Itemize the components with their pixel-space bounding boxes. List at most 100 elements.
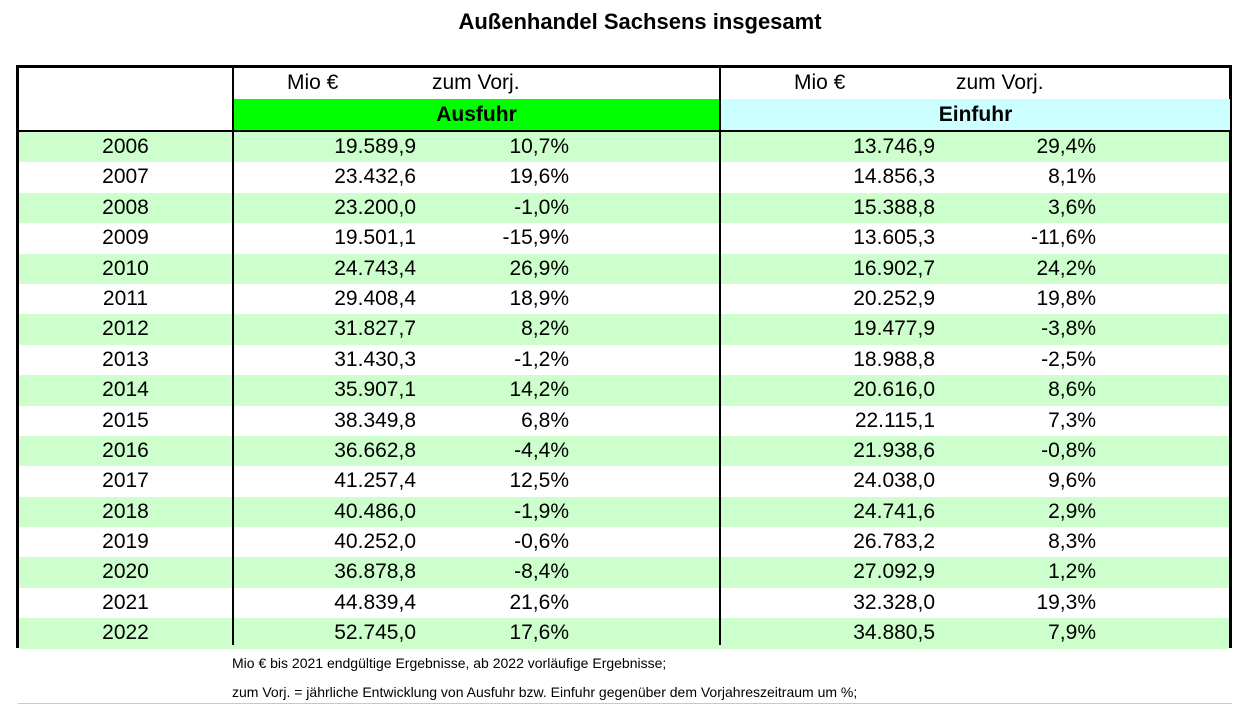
table-row: 2022 52.745,0 17,6% 34.880,5 7,9%	[19, 618, 1229, 649]
ausfuhr-change-cell: -8,4%	[514, 560, 569, 584]
year-cell: 2015	[102, 408, 149, 432]
einfuhr-value-cell: 13.605,3	[853, 226, 935, 250]
einfuhr-value-cell: 27.092,9	[853, 560, 935, 584]
einfuhr-value-cell: 24.038,0	[853, 469, 935, 493]
year-column-divider	[232, 68, 234, 645]
einfuhr-change-cell: 29,4%	[1036, 135, 1096, 158]
ausfuhr-change-cell: -15,9%	[502, 226, 569, 250]
einfuhr-change-cell: 8,1%	[1048, 165, 1096, 189]
table-row: 2018 40.486,0 -1,9% 24.741,6 2,9%	[19, 496, 1229, 528]
einfuhr-header: Einfuhr	[721, 99, 1230, 130]
year-cell: 2016	[102, 438, 149, 462]
ausfuhr-value-cell: 19.501,1	[334, 226, 416, 250]
ausfuhr-value-cell: 19.589,9	[334, 135, 416, 158]
ausfuhr-change-cell: 21,6%	[509, 590, 569, 614]
einfuhr-value-cell: 20.616,0	[853, 378, 935, 402]
ausfuhr-change-cell: 12,5%	[509, 469, 569, 493]
einfuhr-value-cell: 16.902,7	[853, 256, 935, 280]
table-row: 2007 23.432,6 19,6% 14.856,3 8,1%	[19, 162, 1229, 192]
table-row: 2006 19.589,9 10,7% 13.746,9 29,4%	[19, 132, 1229, 163]
einfuhr-value-cell: 34.880,5	[853, 621, 935, 645]
einfuhr-value-cell: 32.328,0	[853, 590, 935, 614]
table-row: 2016 36.662,8 -4,4% 21.938,6 -0,8%	[19, 435, 1229, 467]
einfuhr-change-cell: 9,6%	[1048, 469, 1096, 493]
einfuhr-change-cell: 2,9%	[1048, 499, 1096, 523]
ausfuhr-value-cell: 23.200,0	[334, 195, 416, 219]
ausfuhr-change-cell: 14,2%	[509, 378, 569, 402]
einfuhr-value-cell: 15.388,8	[853, 195, 935, 219]
einfuhr-change-cell: 8,3%	[1048, 530, 1096, 554]
table-row: 2009 19.501,1 -15,9% 13.605,3 -11,6%	[19, 223, 1229, 253]
ausfuhr-change-cell: 17,6%	[509, 621, 569, 645]
ausfuhr-change-cell: -1,2%	[514, 347, 569, 371]
einfuhr-change-cell: -2,5%	[1041, 347, 1096, 371]
einfuhr-change-cell: 19,3%	[1036, 590, 1096, 614]
ausfuhr-value-cell: 29.408,4	[334, 286, 416, 310]
trade-table: Mio € zum Vorj. Mio € zum Vorj. Ausfuhr …	[16, 65, 1232, 649]
ausfuhr-change-cell: 8,2%	[521, 317, 569, 341]
table-row: 2010 24.743,4 26,9% 16.902,7 24,2%	[19, 253, 1229, 284]
year-cell: 2009	[102, 226, 149, 250]
ausfuhr-value-cell: 41.257,4	[334, 469, 416, 493]
ausfuhr-change-cell: -4,4%	[514, 438, 569, 462]
year-cell: 2010	[102, 256, 149, 280]
year-cell: 2011	[102, 286, 149, 310]
header-divider	[19, 130, 1229, 132]
einfuhr-value-cell: 19.477,9	[853, 317, 935, 341]
ausfuhr-change-cell: -1,0%	[514, 195, 569, 219]
ausfuhr-value-cell: 40.252,0	[334, 530, 416, 554]
ausfuhr-value-cell: 24.743,4	[334, 256, 416, 280]
einfuhr-change-cell: 8,6%	[1048, 378, 1096, 402]
year-cell: 2006	[102, 135, 149, 158]
einfuhr-change-cell: 1,2%	[1048, 560, 1096, 584]
table-row: 2011 29.408,4 18,9% 20.252,9 19,8%	[19, 284, 1229, 314]
year-cell: 2014	[102, 378, 149, 402]
table-row: 2017 41.257,4 12,5% 24.038,0 9,6%	[19, 466, 1229, 496]
ausfuhr-change-cell: -0,6%	[514, 530, 569, 554]
footnote-results: Mio € bis 2021 endgültige Ergebnisse, ab…	[232, 655, 667, 671]
ausfuhr-change-cell: -1,9%	[514, 499, 569, 523]
table-row: 2013 31.430,3 -1,2% 18.988,8 -2,5%	[19, 345, 1229, 375]
ausfuhr-change-cell: 10,7%	[509, 135, 569, 158]
einfuhr-value-cell: 18.988,8	[853, 347, 935, 371]
einfuhr-change-cell: -3,8%	[1041, 317, 1096, 341]
ausfuhr-unit-header: Mio €	[287, 71, 339, 94]
footnote-change-definition: zum Vorj. = jährliche Entwicklung von Au…	[232, 684, 858, 700]
year-cell: 2022	[102, 621, 149, 645]
table-row: 2015 38.349,8 6,8% 22.115,1 7,3%	[19, 406, 1229, 436]
table-row: 2020 36.878,8 -8,4% 27.092,9 1,2%	[19, 557, 1229, 588]
page-title: Außenhandel Sachsens insgesamt	[458, 9, 822, 34]
year-cell: 2020	[102, 560, 149, 584]
einfuhr-change-cell: 24,2%	[1036, 256, 1096, 280]
ausfuhr-change-cell: 26,9%	[509, 256, 569, 280]
year-cell: 2013	[102, 347, 149, 371]
ausfuhr-column-divider	[719, 68, 721, 645]
ausfuhr-value-cell: 36.878,8	[334, 560, 416, 584]
einfuhr-change-cell: 3,6%	[1048, 195, 1096, 219]
year-cell: 2008	[102, 195, 149, 219]
bottom-rule	[18, 703, 1232, 704]
ausfuhr-value-cell: 44.839,4	[334, 590, 416, 614]
ausfuhr-change-cell: 18,9%	[509, 286, 569, 310]
year-cell: 2019	[102, 530, 149, 554]
year-cell: 2017	[102, 469, 149, 493]
einfuhr-value-cell: 26.783,2	[853, 530, 935, 554]
einfuhr-change-cell: 7,9%	[1048, 621, 1096, 645]
ausfuhr-value-cell: 31.430,3	[334, 347, 416, 371]
ausfuhr-value-cell: 31.827,7	[334, 317, 416, 341]
table-row: 2021 44.839,4 21,6% 32.328,0 19,3%	[19, 588, 1229, 618]
einfuhr-change-cell: -0,8%	[1041, 438, 1096, 462]
einfuhr-value-cell: 14.856,3	[853, 165, 935, 189]
einfuhr-value-cell: 24.741,6	[853, 499, 935, 523]
table-row: 2014 35.907,1 14,2% 20.616,0 8,6%	[19, 375, 1229, 406]
table-row: 2019 40.252,0 -0,6% 26.783,2 8,3%	[19, 527, 1229, 557]
ausfuhr-change-header: zum Vorj.	[432, 71, 520, 94]
einfuhr-value-cell: 21.938,6	[853, 438, 935, 462]
einfuhr-change-cell: -11,6%	[1031, 226, 1096, 250]
table-row: 2008 23.200,0 -1,0% 15.388,8 3,6%	[19, 192, 1229, 224]
year-cell: 2021	[102, 590, 149, 614]
einfuhr-value-cell: 22.115,1	[854, 408, 935, 432]
ausfuhr-change-cell: 19,6%	[509, 165, 569, 189]
einfuhr-change-header: zum Vorj.	[956, 71, 1044, 94]
table-row: 2012 31.827,7 8,2% 19.477,9 -3,8%	[19, 314, 1229, 345]
